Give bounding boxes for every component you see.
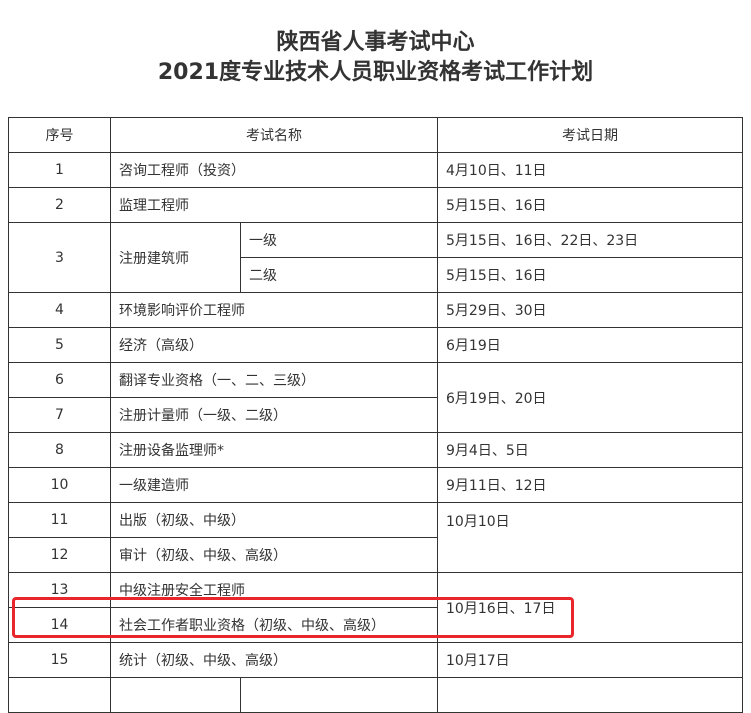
row-no: 2 xyxy=(8,187,111,223)
exam-name: 出版（初级、中级） xyxy=(110,502,438,538)
table-row: 13 中级注册安全工程师 10月16日、17日 xyxy=(8,572,743,643)
row-no: 14 xyxy=(8,607,111,643)
row-no: 1 xyxy=(8,152,111,188)
table-row: 5 经济（高级） 6月19日 xyxy=(8,327,743,363)
exam-date: 10月17日 xyxy=(437,642,743,678)
exam-name: 中级注册安全工程师 xyxy=(110,572,438,608)
row-no: 15 xyxy=(8,642,111,678)
table-row: 12 审计（初级、中级、高级） xyxy=(8,537,743,573)
exam-date: 6月19日、20日 xyxy=(437,362,743,433)
exam-date: 5月15日、16日 xyxy=(437,257,743,293)
table-cell xyxy=(8,677,111,713)
exam-level: 二级 xyxy=(240,257,438,293)
exam-name: 翻译专业资格（一、二、三级） xyxy=(110,362,438,398)
table-row: 3 注册建筑师 一级 5月15日、16日、22日、23日 xyxy=(8,222,743,293)
exam-name: 监理工程师 xyxy=(110,187,438,223)
table-row-partial xyxy=(8,677,743,713)
exam-date: 10月10日 xyxy=(437,502,743,573)
exam-name: 注册建筑师 xyxy=(110,222,241,293)
exam-name: 一级建造师 xyxy=(110,467,438,503)
exam-name: 审计（初级、中级、高级） xyxy=(110,537,438,573)
row-no: 5 xyxy=(8,327,111,363)
header-date: 考试日期 xyxy=(437,117,743,153)
exam-name: 经济（高级） xyxy=(110,327,438,363)
row-no: 13 xyxy=(8,572,111,608)
row-no: 6 xyxy=(8,362,111,398)
exam-date: 5月29日、30日 xyxy=(437,292,743,328)
table-row: 15 统计（初级、中级、高级） 10月17日 xyxy=(8,642,743,678)
table-cell xyxy=(240,677,438,713)
row-no: 8 xyxy=(8,432,111,468)
header-no: 序号 xyxy=(8,117,111,153)
header-name: 考试名称 xyxy=(110,117,438,153)
exam-date: 4月10日、11日 xyxy=(437,152,743,188)
exam-date: 9月11日、12日 xyxy=(437,467,743,503)
exam-date: 9月4日、5日 xyxy=(437,432,743,468)
exam-name: 注册设备监理师* xyxy=(110,432,438,468)
header-row: 序号 考试名称 考试日期 xyxy=(8,117,743,153)
exam-date: 5月15日、16日、22日、23日 xyxy=(437,222,743,258)
page-subtitle: 2021度专业技术人员职业资格考试工作计划 xyxy=(157,60,594,85)
table-row: 1 咨询工程师（投资） 4月10日、11日 xyxy=(8,152,743,188)
table-row: 二级 5月15日、16日 xyxy=(9,257,743,293)
row-no: 12 xyxy=(8,537,111,573)
row-no: 10 xyxy=(8,467,111,503)
exam-level: 一级 xyxy=(240,222,438,258)
row-no: 3 xyxy=(8,222,111,293)
table-row: 8 注册设备监理师* 9月4日、5日 xyxy=(8,432,743,468)
table-row: 10 一级建造师 9月11日、12日 xyxy=(8,467,743,503)
row-no: 4 xyxy=(8,292,111,328)
exam-name: 环境影响评价工程师 xyxy=(110,292,438,328)
exam-name: 社会工作者职业资格（初级、中级、高级） xyxy=(110,607,438,643)
row-no: 7 xyxy=(8,397,111,433)
exam-schedule-table: 序号 考试名称 考试日期 1 咨询工程师（投资） 4月10日、11日 2 监理工程师 5月15日… xyxy=(8,117,743,713)
exam-name: 统计（初级、中级、高级） xyxy=(110,642,438,678)
table-row: 11 出版（初级、中级） 10月10日 xyxy=(8,502,743,573)
exam-date: 6月19日 xyxy=(437,327,743,363)
table-row: 2 监理工程师 5月15日、16日 xyxy=(8,187,743,223)
exam-name: 注册计量师（一级、二级） xyxy=(110,397,438,433)
row-no: 11 xyxy=(8,502,111,538)
page-title: 陕西省人事考试中心 xyxy=(276,30,475,55)
table-cell xyxy=(437,677,743,713)
table-row: 6 翻译专业资格（一、二、三级） 6月19日、20日 xyxy=(8,362,743,433)
exam-date: 10月16日、17日 xyxy=(437,572,743,643)
exam-name: 咨询工程师（投资） xyxy=(110,152,438,188)
table-row: 4 环境影响评价工程师 5月29日、30日 xyxy=(8,292,743,328)
exam-date: 5月15日、16日 xyxy=(437,187,743,223)
table-cell xyxy=(110,677,241,713)
